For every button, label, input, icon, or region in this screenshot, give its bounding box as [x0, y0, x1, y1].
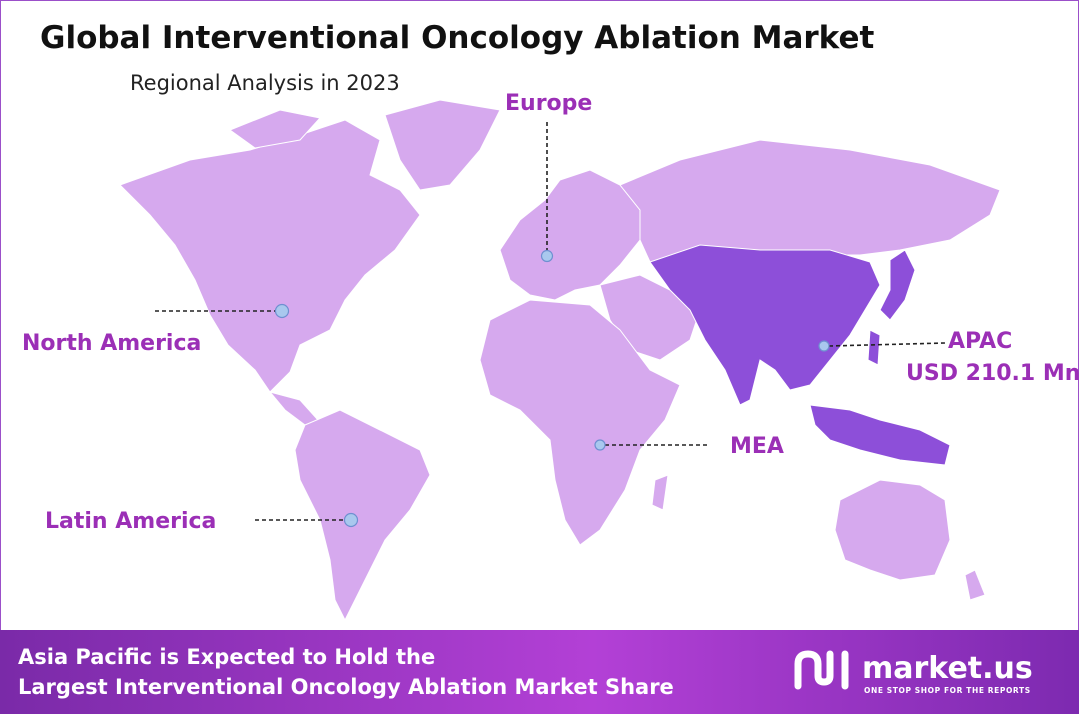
- callout-mea: MEA: [594, 434, 784, 459]
- marker: [274, 303, 290, 319]
- marker: [594, 439, 606, 451]
- logo-name: market.us: [862, 651, 1033, 686]
- title: Global Interventional Oncology Ablation …: [40, 20, 874, 56]
- footer-text: Largest Interventional Oncology Ablation…: [18, 675, 674, 699]
- marker: [540, 249, 554, 263]
- callout-north-america: North America: [22, 303, 290, 356]
- region-value: USD 210.1 Mn: [906, 361, 1079, 386]
- region-label: North America: [22, 331, 201, 356]
- callout-latin-america: Latin America: [45, 509, 359, 534]
- footer-banner: [0, 630, 1079, 714]
- logo-icon: [794, 650, 834, 690]
- callout-apac: APAC USD 210.1 Mn: [818, 329, 1079, 386]
- logo-tagline: ONE STOP SHOP FOR THE REPORTS: [864, 686, 1031, 695]
- footer-text: Asia Pacific is Expected to Hold the: [18, 645, 435, 669]
- marker: [343, 512, 359, 528]
- world-map: [119, 99, 1001, 622]
- subtitle: Regional Analysis in 2023: [130, 71, 400, 95]
- logo: market.us ONE STOP SHOP FOR THE REPORTS: [794, 650, 1033, 695]
- marker: [818, 340, 830, 352]
- callout-europe: Europe: [505, 91, 592, 263]
- leader-line: [828, 342, 946, 347]
- region-label: Latin America: [45, 509, 216, 534]
- region-label: Europe: [505, 91, 592, 116]
- region-label: MEA: [730, 434, 784, 459]
- region-label: APAC: [948, 329, 1012, 354]
